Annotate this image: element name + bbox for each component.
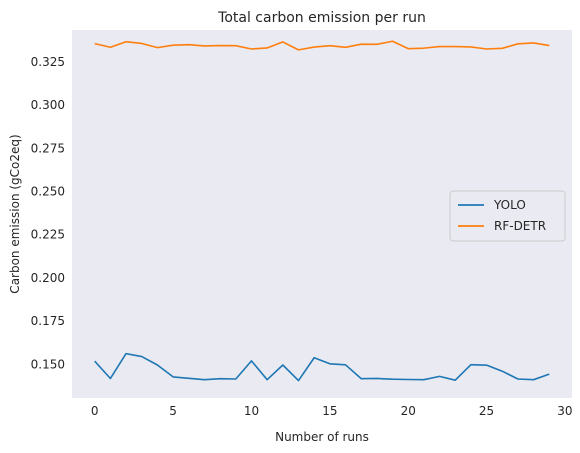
y-tick-label: 0.225 (31, 228, 65, 242)
y-axis-ticks: 0.150 0.175 0.200 0.225 0.250 0.275 0.300 0.325 (31, 55, 65, 371)
x-axis-ticks: 0 5 10 15 20 25 30 (91, 404, 573, 418)
series-lines (94, 40, 550, 382)
legend-entry-rf-detr: RF-DETR (494, 219, 546, 233)
x-tick-label: 20 (401, 404, 416, 418)
y-tick-label: 0.300 (31, 98, 65, 112)
legend: YOLO RF-DETR (449, 190, 566, 242)
x-tick-label: 15 (322, 404, 337, 418)
x-tick-label: 10 (244, 404, 259, 418)
legend-entry-yolo: YOLO (493, 198, 526, 212)
y-tick-label: 0.250 (31, 185, 65, 199)
legend-box (449, 190, 566, 242)
series-line-rf-detr (94, 40, 550, 51)
x-axis-label: Number of runs (275, 430, 369, 444)
x-tick-label: 30 (557, 404, 572, 418)
y-tick-label: 0.175 (31, 314, 65, 328)
y-tick-label: 0.200 (31, 271, 65, 285)
x-tick-label: 25 (479, 404, 494, 418)
y-tick-label: 0.325 (31, 55, 65, 69)
y-tick-label: 0.275 (31, 141, 65, 155)
x-tick-label: 5 (169, 404, 177, 418)
series-line-yolo (94, 352, 550, 382)
y-axis-label: Carbon emission (gCo2eq) (8, 134, 22, 293)
chart-title: Total carbon emission per run (217, 10, 426, 26)
x-tick-label: 0 (91, 404, 99, 418)
y-tick-label: 0.150 (31, 357, 65, 371)
